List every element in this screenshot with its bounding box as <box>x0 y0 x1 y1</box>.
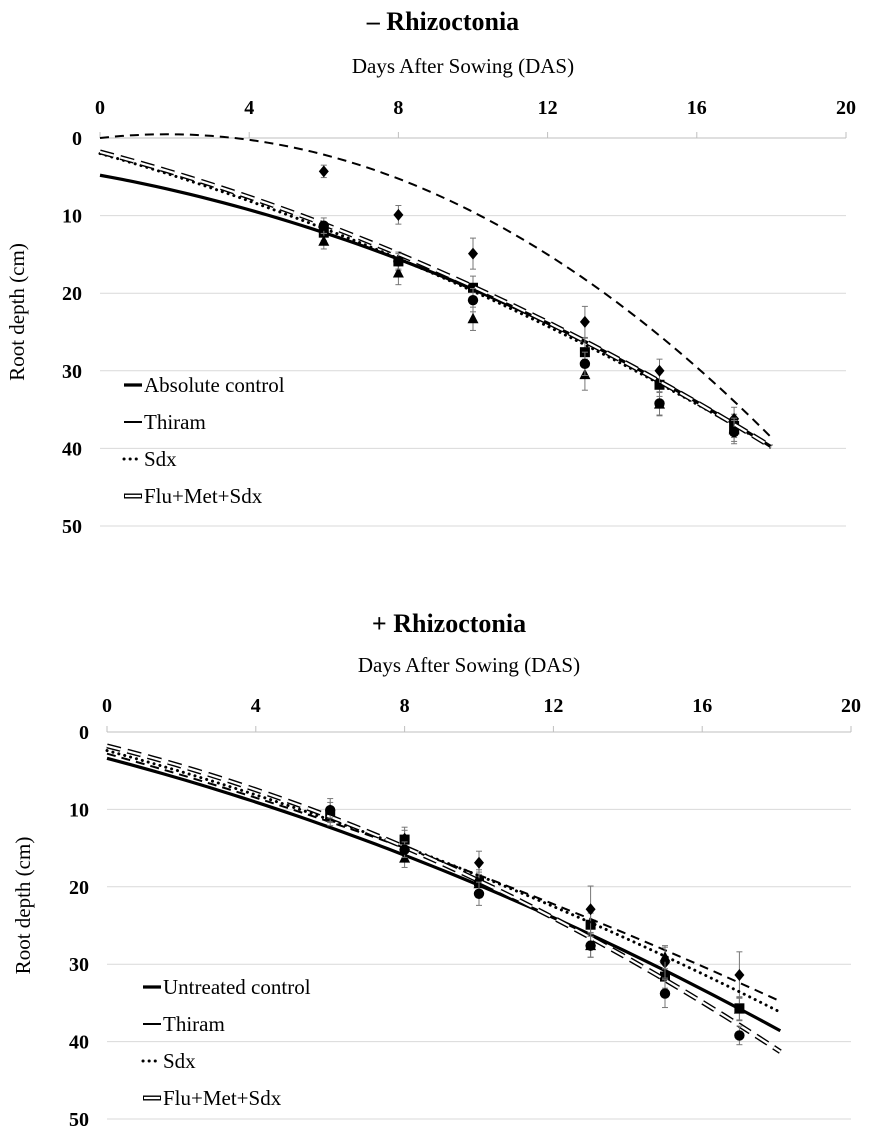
data-point <box>318 235 330 246</box>
data-point <box>654 364 665 377</box>
x-tick-label: 4 <box>244 97 254 119</box>
data-point <box>399 844 410 855</box>
legend-item: Flu+Met+Sdx <box>124 484 263 508</box>
data-point <box>393 208 404 221</box>
y-tick-label: 40 <box>69 1032 89 1054</box>
legend-label: Absolute control <box>144 373 285 397</box>
y-tick-label: 10 <box>62 206 82 228</box>
trend-line <box>99 133 773 439</box>
data-point <box>734 1030 745 1041</box>
data-point <box>733 1003 745 1014</box>
trend-line-inner <box>106 744 781 1053</box>
x-tick-label: 4 <box>251 695 261 717</box>
legend-label: Thiram <box>163 1012 225 1036</box>
x-tick-label: 12 <box>538 97 558 119</box>
legend-label: Thiram <box>144 410 206 434</box>
y-tick-label: 20 <box>69 877 89 899</box>
y-tick-label: 50 <box>62 516 82 538</box>
legend-label: Flu+Met+Sdx <box>163 1086 282 1110</box>
y-tick-label: 0 <box>79 722 89 744</box>
chart-title: – Rhizoctonia <box>366 7 519 36</box>
data-point <box>467 294 479 306</box>
data-point <box>654 398 665 409</box>
data-point <box>585 903 596 916</box>
legend-item: Untreated control <box>143 975 311 999</box>
data-point <box>659 951 671 962</box>
x-tick-label: 16 <box>692 695 712 717</box>
x-tick-label: 20 <box>836 97 856 119</box>
x-tick-label: 0 <box>95 97 105 119</box>
chart-1: – Rhizoctonia Days After Sowing (DAS) Root… <box>5 7 856 538</box>
legend-item: Sdx <box>141 1049 196 1073</box>
x-axis-label: Days After Sowing (DAS) <box>358 653 580 677</box>
trend-line <box>106 743 782 1054</box>
y-axis-label: Root depth (cm) <box>11 837 35 975</box>
x-tick-label: 20 <box>841 695 861 717</box>
x-tick-label: 8 <box>393 97 403 119</box>
data-point <box>734 969 745 982</box>
legend-item: Sdx <box>122 447 177 471</box>
data-point <box>473 888 485 899</box>
data-point <box>585 940 596 951</box>
data-point <box>474 856 484 869</box>
data-point <box>318 220 329 231</box>
legend-label: Flu+Met+Sdx <box>144 484 263 508</box>
x-axis-label: Days After Sowing (DAS) <box>352 54 574 78</box>
data-point <box>728 426 740 438</box>
x-tick-label: 12 <box>543 695 563 717</box>
data-point <box>468 282 478 293</box>
y-tick-label: 20 <box>62 283 82 305</box>
series-flu-met-sdx <box>106 743 782 1054</box>
series-flu-met-sdx <box>99 149 773 449</box>
trend-line <box>105 749 782 1014</box>
data-point <box>325 804 336 816</box>
trend-line-inner <box>99 150 772 448</box>
chart-2: + Rhizoctonia Days After Sowing (DAS) Root… <box>11 609 861 1131</box>
x-tick-label: 0 <box>102 695 112 717</box>
data-point <box>468 247 478 260</box>
legend-item: Flu+Met+Sdx <box>143 1086 282 1110</box>
data-point <box>318 165 329 178</box>
chart-title: + Rhizoctonia <box>372 609 526 638</box>
legend-label: Untreated control <box>163 975 311 999</box>
data-point <box>579 315 590 328</box>
y-tick-label: 40 <box>62 438 82 460</box>
legend-label: Sdx <box>163 1049 196 1073</box>
trend-line <box>98 152 773 449</box>
data-point <box>579 358 591 370</box>
data-point <box>392 267 404 278</box>
legend-item: Thiram <box>143 1012 225 1036</box>
x-tick-label: 16 <box>687 97 707 119</box>
y-axis-label: Root depth (cm) <box>5 243 29 381</box>
y-tick-label: 30 <box>62 361 82 383</box>
data-point <box>393 256 404 267</box>
legend-item: Absolute control <box>124 373 285 397</box>
y-tick-label: 30 <box>69 954 89 976</box>
y-tick-label: 0 <box>72 128 82 150</box>
data-point <box>467 312 479 324</box>
legend-label: Sdx <box>144 447 177 471</box>
x-tick-label: 8 <box>400 695 410 717</box>
y-tick-label: 50 <box>69 1109 89 1131</box>
data-point <box>659 988 671 999</box>
y-tick-label: 10 <box>69 799 89 821</box>
legend-item: Thiram <box>124 410 206 434</box>
data-point <box>654 379 665 390</box>
